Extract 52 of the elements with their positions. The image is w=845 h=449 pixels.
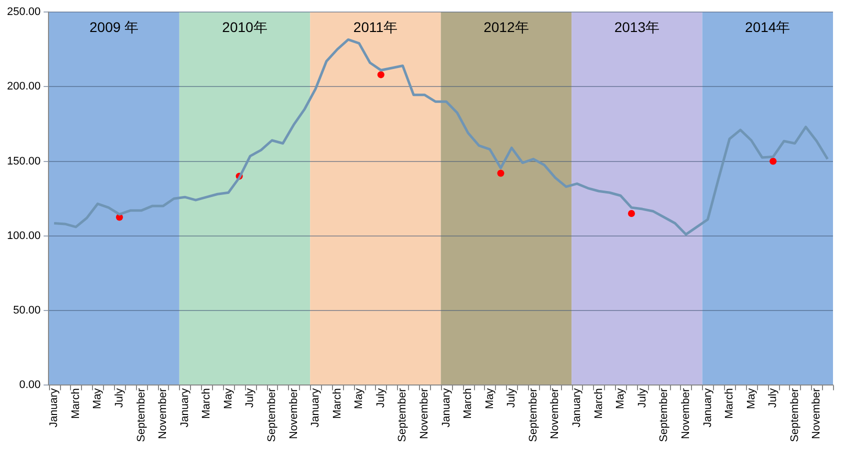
x-tick-label: November [418,388,431,439]
x-tick-label: March [331,388,344,419]
x-tick-label: March [200,388,213,419]
x-tick-label: July [767,388,780,408]
point [497,170,504,177]
x-tick-label: May [614,388,627,409]
y-tick-label: 0.00 [19,379,41,392]
x-tick-label: May [92,388,104,409]
x-tick-label: May [484,388,496,409]
x-tick-label: July [506,388,518,408]
x-tick-label: July [113,388,126,408]
point [770,158,777,165]
x-tick-label: November [157,388,170,439]
band-label: 2013年 [614,18,660,35]
x-tick-label: September [135,388,148,442]
x-tick-label: September [266,388,278,442]
x-tick-label: September [788,388,801,442]
x-tick-label: November [549,388,562,439]
x-tick-label: January [310,388,322,428]
band-label: 2012年 [484,18,529,35]
x-tick-label: November [680,388,692,439]
x-tick-label: July [244,388,256,408]
x-tick-label: May [745,388,758,409]
y-tick-label: 250.00 [6,6,41,18]
x-tick-label: March [70,388,82,419]
point [377,71,384,78]
x-tick-label: January [571,388,584,428]
y-tick-label: 50.00 [13,304,41,317]
y-tick-label: 200.00 [6,80,41,93]
x-tick-label: January [178,388,191,428]
band-label: 2014年 [745,18,790,35]
x-tick-label: September [658,388,670,442]
x-tick-label: January [48,388,60,428]
x-tick-label: March [724,388,736,419]
x-tick-label: January [440,388,452,428]
band-label: 2009 年 [89,18,139,35]
point [628,210,635,218]
x-tick-label: March [592,388,605,419]
x-tick-label: March [462,388,474,419]
y-tick-label: 100.00 [6,230,41,242]
x-tick-label: November [810,388,823,439]
x-tick-label: July [374,388,387,408]
band-label: 2010年 [222,18,268,35]
x-tick-label: May [353,388,366,409]
x-tick-label: September [396,388,409,442]
x-tick-label: September [527,388,540,442]
x-tick-label: January [702,388,714,428]
y-tick-label: 150.00 [6,155,41,168]
band-label: 2011年 [353,18,398,35]
x-tick-label: November [288,388,300,439]
x-tick-label: July [636,388,648,408]
x-tick-label: May [222,388,234,409]
